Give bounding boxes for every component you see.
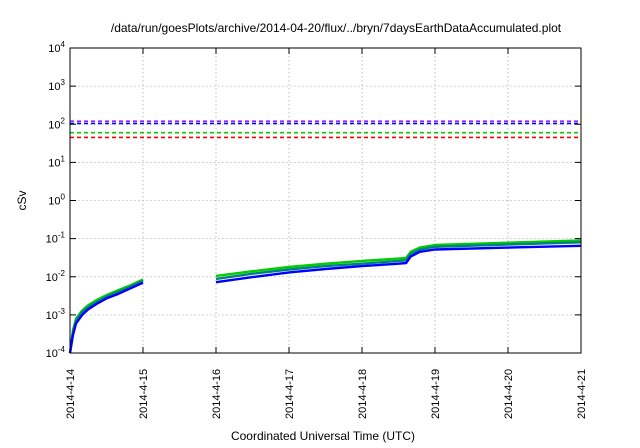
x-tick-label: 2014-4-14 [65,369,77,419]
y-tick-label: 102 [48,116,65,131]
y-tick-label: 101 [48,154,65,169]
series-line [68,281,144,354]
x-tick-label: 2014-4-18 [357,369,369,419]
y-tick-label: 10-1 [46,231,66,246]
series-line [215,239,582,278]
threshold-lines [70,120,581,139]
x-tick-label: 2014-4-17 [284,369,296,419]
x-tick-label: 2014-4-15 [138,369,150,419]
chart-title: /data/run/goesPlots/archive/2014-04-20/f… [111,21,562,35]
x-axis-label: Coordinated Universal Time (UTC) [231,429,415,443]
series-line [215,241,582,281]
y-tick-label: 104 [48,40,65,55]
series-line [215,244,582,284]
x-tick-label: 2014-4-16 [211,369,223,419]
x-tick-label: 2014-4-21 [576,369,588,419]
x-tick-labels: 2014-4-14 2014-4-15 2014-4-16 2014-4-17 2014… [65,369,588,419]
x-tick-label: 2014-4-19 [430,369,442,419]
y-axis-label: cSv [15,190,29,210]
series-lines [68,239,582,354]
y-tick-label: 100 [48,193,65,208]
y-tick-label: 10-2 [46,269,66,284]
y-tick-label: 10-3 [46,307,66,322]
axis-ticks [69,47,582,354]
y-tick-label: 103 [48,78,65,93]
x-tick-label: 2014-4-20 [503,369,515,419]
y-tick-labels: 10-4 10-3 10-2 10-1 100 101 102 103 104 [46,40,66,360]
grid [70,48,581,353]
y-tick-label: 10-4 [46,345,66,360]
